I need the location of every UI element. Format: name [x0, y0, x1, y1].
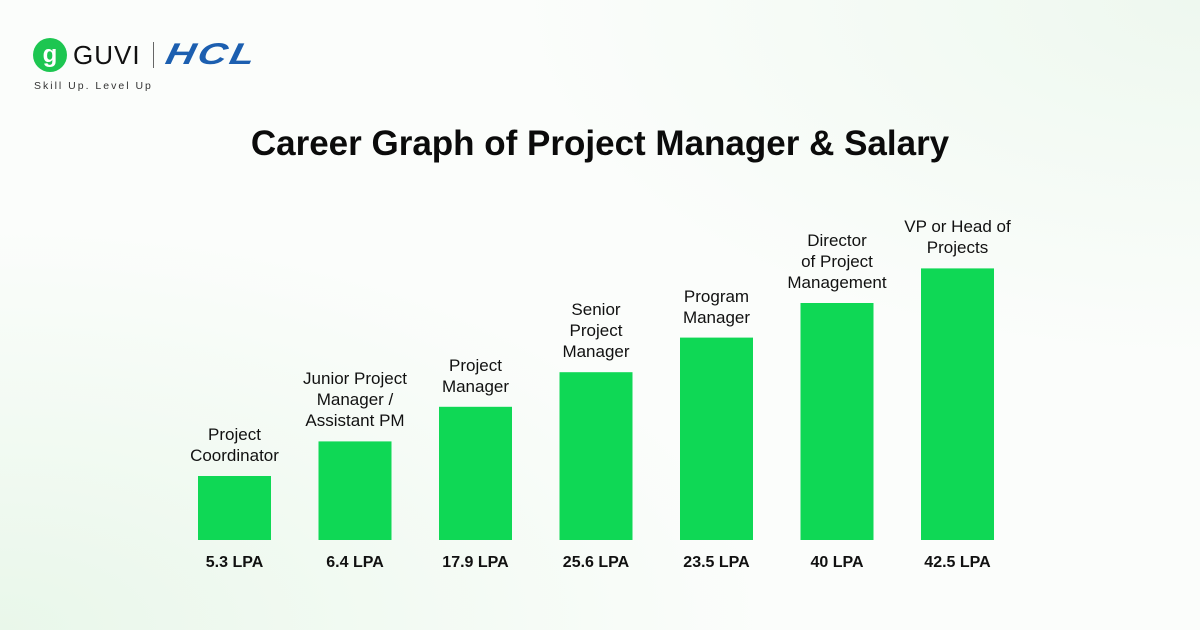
value-label: 23.5 LPA: [683, 554, 750, 571]
category-label-line: Project: [208, 425, 261, 444]
value-label: 40 LPA: [810, 554, 864, 571]
category-label: Project Coordinator: [155, 424, 315, 466]
chart-title: Career Graph of Project Manager & Salary: [250, 124, 950, 163]
category-label-line: Senior: [571, 300, 621, 320]
bar-6: [800, 303, 874, 540]
value-label: 25.6 LPA: [562, 554, 630, 571]
tagline: Skill Up. Level Up: [34, 80, 153, 92]
logo-divider: [152, 42, 154, 68]
value-label: 6.4 LPA: [326, 554, 384, 571]
category-label-line: of Project: [801, 252, 873, 271]
bar-4: [559, 372, 633, 540]
category-label-line: Manager: [682, 307, 751, 327]
category-label-line: Program: [683, 286, 750, 306]
bar-3: [439, 406, 512, 540]
category-label-line: Project: [449, 355, 502, 375]
category-label-line: Assistant PM: [305, 411, 405, 431]
category-label-line: Project: [569, 321, 623, 341]
category-label-line: Director: [807, 231, 867, 250]
category-label: Program Manager: [637, 286, 797, 328]
category-label: Senior Project Manager: [516, 299, 676, 362]
guvi-wordmark: GUVI: [73, 39, 141, 70]
bar-5: [680, 337, 753, 540]
category-label-line: Coordinator: [190, 446, 279, 465]
value-label: 17.9 LPA: [442, 554, 509, 571]
category-label: Project Manager: [396, 355, 556, 397]
category-label-line: Manager /: [316, 390, 394, 410]
category-label-line: VP or Head of: [904, 217, 1011, 237]
category-label-line: Projects: [926, 238, 989, 258]
guvi-logo-icon: g: [33, 38, 67, 72]
category-label: Junior Project Manager / Assistant PM: [275, 368, 435, 431]
value-label: 5.3 LPA: [205, 554, 264, 571]
category-label-line: Manager: [441, 376, 510, 396]
bar-2: [318, 441, 392, 540]
category-label-line: Manager: [562, 342, 630, 362]
category-label: Director of Project Management: [757, 230, 917, 293]
bar-1: [198, 476, 271, 540]
category-label-line: Management: [787, 273, 887, 292]
value-label: 42.5 LPA: [924, 554, 991, 571]
category-label: VP or Head of Projects: [878, 216, 1038, 258]
logo: g GUVI HCL: [33, 38, 261, 72]
bar-7: [921, 268, 994, 540]
category-label-line: Junior Project: [303, 369, 407, 389]
